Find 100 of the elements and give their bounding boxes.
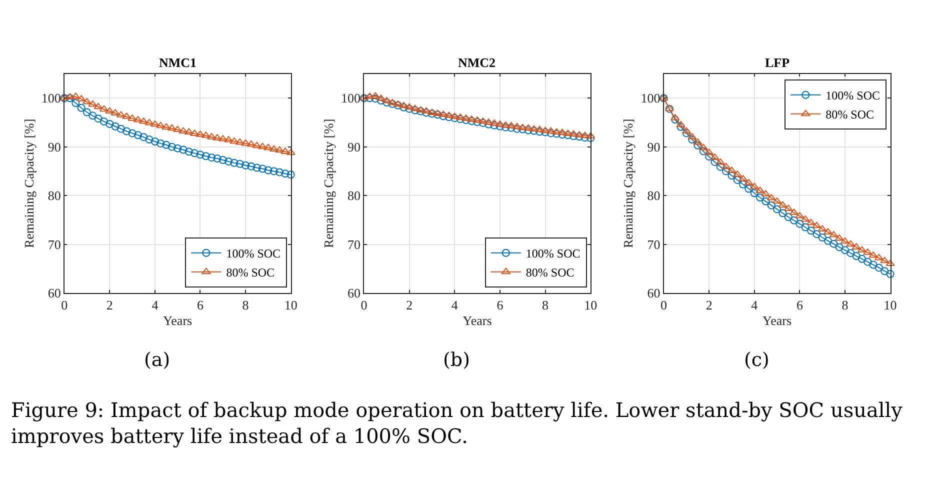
x-tick-label: 6 (496, 298, 504, 313)
point (88, 112, 97, 120)
point (874, 254, 884, 260)
point (122, 127, 131, 136)
x-tick-label: 2 (106, 298, 113, 313)
x-tick-label: 10 (884, 298, 897, 313)
point (540, 126, 550, 134)
text: (b) (443, 349, 470, 371)
point (694, 141, 702, 150)
y-tick-label: 80 (348, 188, 361, 204)
point (416, 106, 426, 113)
x-tick-label: 10 (584, 298, 598, 313)
text: (c) (744, 349, 770, 371)
point (756, 194, 764, 202)
y-tick-label: 90 (48, 139, 61, 154)
point (274, 146, 284, 153)
point (546, 127, 556, 134)
point (518, 125, 527, 134)
point (224, 157, 233, 166)
point (773, 205, 782, 214)
point (682, 129, 690, 138)
point (140, 133, 148, 142)
point (722, 162, 731, 170)
point (841, 246, 849, 254)
point (145, 136, 154, 144)
point (399, 102, 408, 108)
point (190, 149, 199, 158)
point (840, 237, 850, 244)
y-tick-label: 60 (48, 286, 61, 301)
point (750, 189, 758, 198)
point (512, 122, 522, 130)
point (371, 94, 380, 103)
point (778, 201, 788, 208)
point (762, 197, 770, 206)
point (116, 124, 125, 133)
y-tick-label: 100 (640, 90, 660, 106)
point (575, 132, 584, 141)
point (388, 100, 396, 108)
x-tick-label: 2 (406, 298, 413, 313)
point (173, 126, 182, 132)
legend-label: 80% SOC (826, 108, 874, 122)
point (886, 270, 894, 278)
point (410, 104, 420, 112)
y-axis-title: Remaining Capacity [%] (321, 118, 336, 248)
point (184, 148, 193, 156)
y-tick-label: 70 (647, 236, 660, 252)
y-tick-label: 80 (647, 188, 660, 204)
point (178, 127, 188, 134)
point (524, 126, 532, 134)
point (790, 216, 798, 224)
x-tick-label: 4 (751, 298, 758, 313)
caption: Figure 9: Impact of backup mode operation on battery life. Lower stand-by SOC usually improves battery life instead of a 100% SOC. (11, 398, 904, 448)
point (246, 140, 256, 147)
point (830, 240, 838, 248)
point (767, 201, 776, 210)
point (750, 182, 759, 190)
x-tick-label: 0 (360, 298, 368, 313)
point (744, 178, 754, 186)
y-tick-label: 90 (647, 139, 660, 154)
point (682, 127, 691, 134)
point (377, 96, 386, 105)
point (710, 158, 719, 166)
point (156, 139, 165, 148)
point (252, 164, 261, 172)
x-tick-label: 8 (842, 298, 848, 313)
point (236, 160, 244, 168)
y-tick-label: 60 (647, 286, 660, 301)
point (864, 258, 872, 266)
point (162, 123, 171, 130)
point (100, 118, 108, 126)
x-axis-title: Years (462, 313, 492, 328)
point (484, 118, 494, 125)
point (716, 162, 724, 171)
point (671, 116, 680, 124)
point (411, 106, 420, 114)
point (564, 131, 572, 140)
point (507, 124, 516, 132)
point (162, 140, 170, 149)
y-tick-label: 100 (341, 90, 361, 106)
x-tick-label: 0 (61, 298, 68, 313)
point (404, 103, 414, 110)
point (99, 105, 109, 112)
chart-title: NMC2 (458, 55, 496, 70)
point (128, 129, 136, 138)
x-tick-label: 0 (660, 298, 668, 313)
x-tick-label: 8 (242, 298, 249, 313)
point (77, 104, 86, 112)
x-tick-label: 4 (152, 298, 159, 313)
point (230, 158, 238, 167)
point (688, 136, 696, 144)
x-axis-title: Years (163, 313, 192, 328)
point (812, 222, 822, 228)
point (269, 145, 278, 152)
point (156, 122, 166, 128)
point (744, 184, 753, 193)
point (150, 120, 160, 127)
chart-title: NMC1 (159, 55, 197, 70)
x-tick-label: 6 (196, 298, 204, 313)
x-tick-label: 4 (451, 298, 458, 313)
y-tick-label: 100 (41, 90, 61, 106)
